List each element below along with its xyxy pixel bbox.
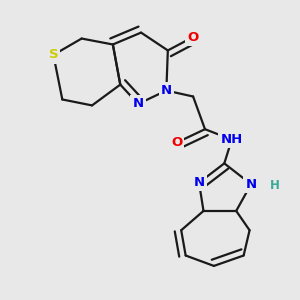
- Text: O: O: [188, 31, 199, 44]
- Text: N: N: [133, 98, 144, 110]
- Text: N: N: [194, 176, 205, 189]
- Text: O: O: [171, 136, 182, 149]
- Text: N: N: [245, 178, 256, 191]
- Text: S: S: [49, 48, 58, 62]
- Text: NH: NH: [220, 133, 243, 146]
- Text: N: N: [161, 84, 172, 97]
- Text: H: H: [270, 179, 280, 192]
